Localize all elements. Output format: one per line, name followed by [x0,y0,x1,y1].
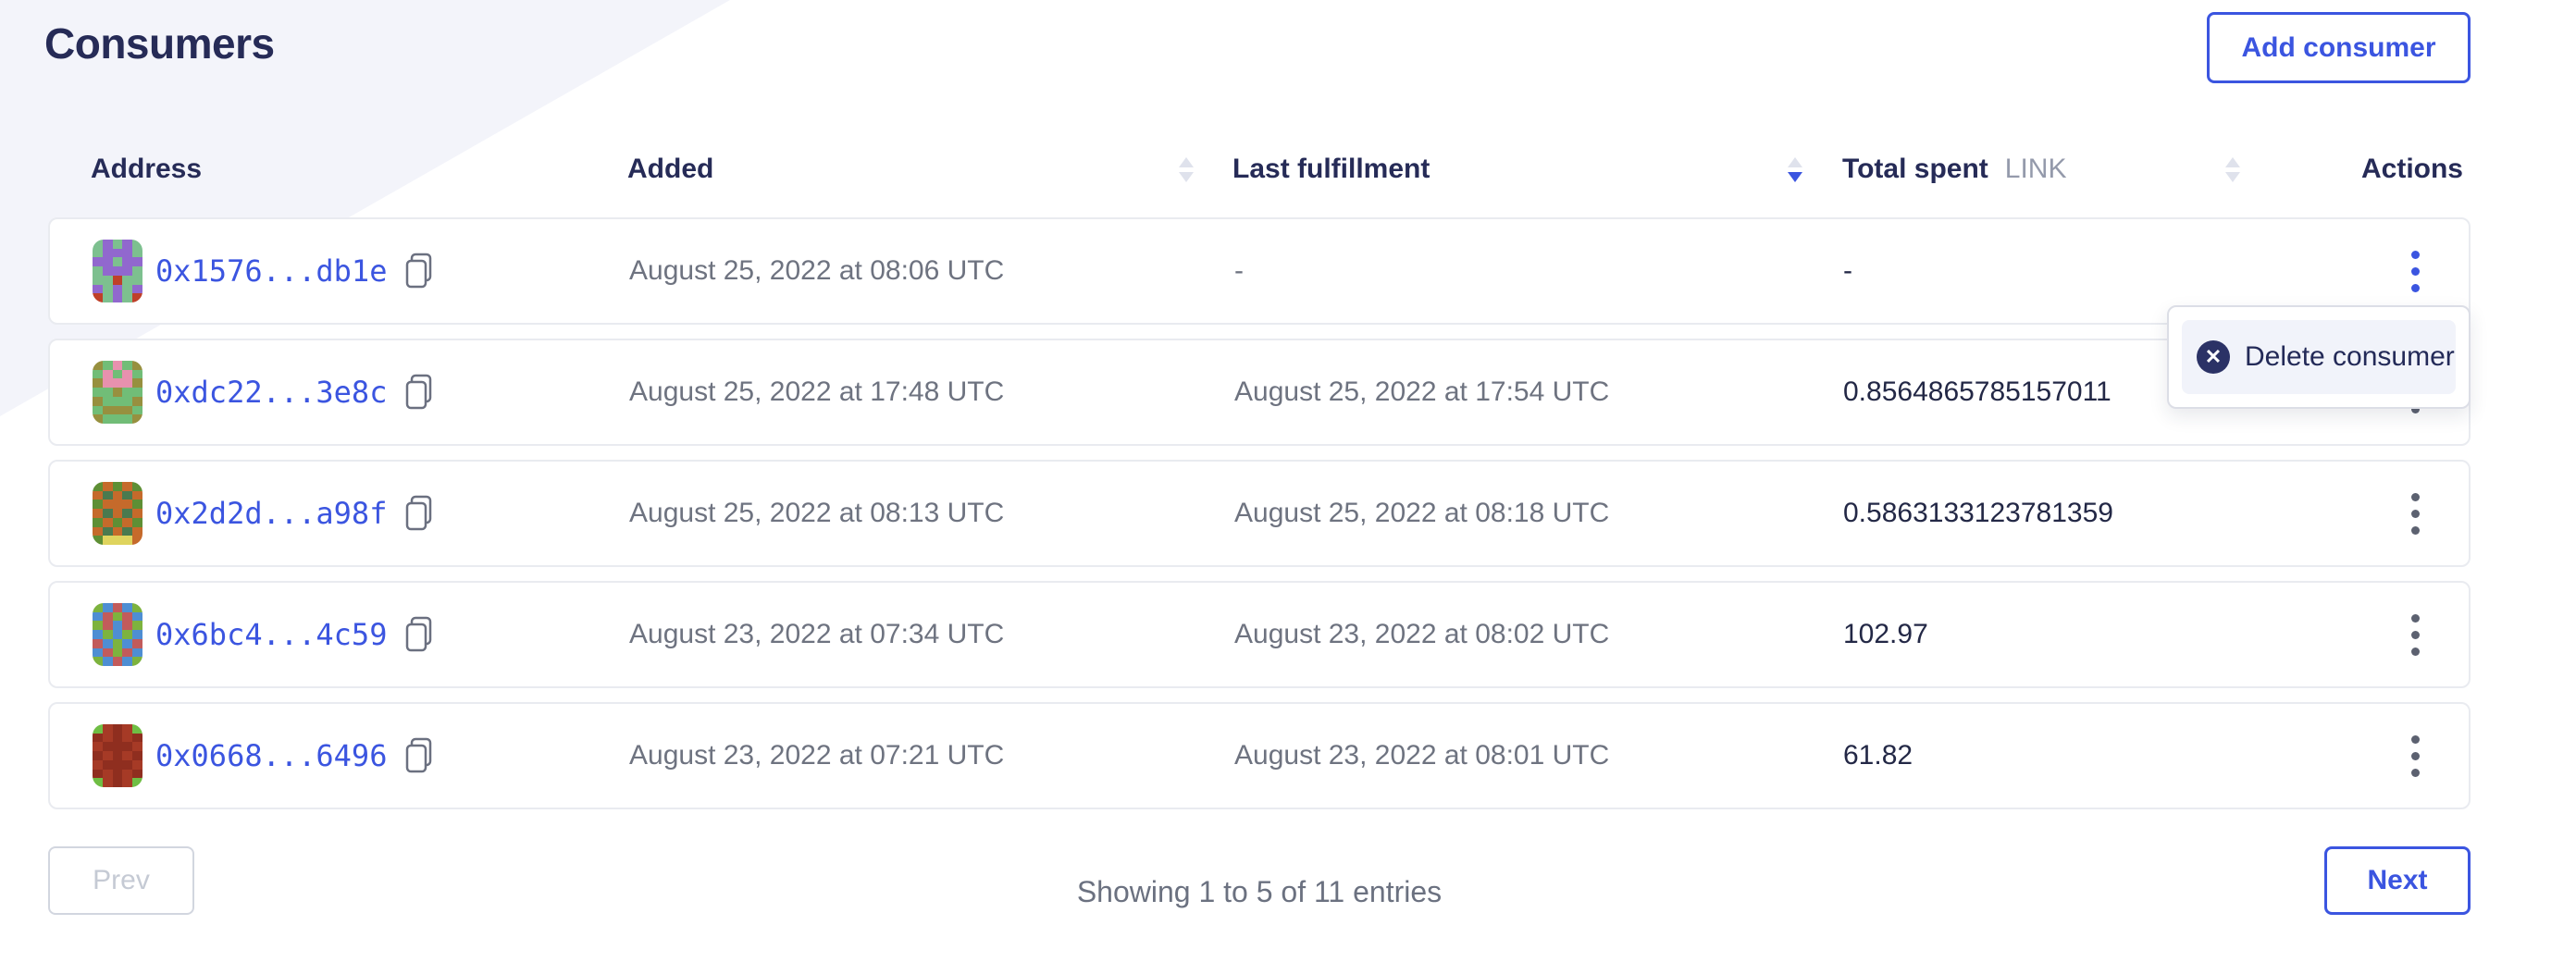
table-row: 0x2d2d...a98f August 25, 2022 at 08:13 U… [48,460,2471,567]
add-consumer-button[interactable]: Add consumer [2207,12,2471,83]
prev-page-button[interactable]: Prev [48,846,194,915]
added-cell: August 25, 2022 at 17:48 UTC [629,376,1005,407]
address-link[interactable]: 0x0668...6496 [155,738,388,773]
delete-consumer-label: Delete consumer [2245,341,2455,372]
column-header-last-fulfillment[interactable]: Last fulfillment [1232,154,1430,184]
copy-icon[interactable] [403,615,435,654]
table-header: Address Added Last fulfillment Total spe… [48,130,2471,209]
actions-cell [2361,722,2469,789]
address-cell: 0x0668...6496 [93,724,629,787]
identicon-avatar [93,724,142,787]
added-cell: August 25, 2022 at 08:13 UTC [629,498,1005,528]
column-header-address: Address [91,154,203,184]
total-spent-cell: 0.5863133123781359 [1843,498,2113,528]
column-header-total-spent[interactable]: Total spent LINK [1842,130,2066,209]
total-spent-cell: - [1843,255,1852,286]
x-circle-icon: ✕ [2197,340,2230,374]
address-cell: 0x1576...db1e [93,240,629,302]
table-row: 0x0668...6496 August 23, 2022 at 07:21 U… [48,702,2471,809]
copy-icon[interactable] [403,373,435,412]
column-header-added[interactable]: Added [627,154,714,184]
address-cell: 0x6bc4...4c59 [93,603,629,666]
row-actions-menu-button[interactable] [2393,722,2437,789]
sort-icon-last-fulfillment[interactable] [1787,152,1803,187]
copy-icon[interactable] [403,252,435,290]
row-actions-menu-button[interactable] [2393,601,2437,668]
last-fulfillment-cell: - [1234,255,1244,286]
identicon-avatar [93,482,142,545]
last-fulfillment-cell: August 25, 2022 at 08:18 UTC [1234,498,1610,528]
address-link[interactable]: 0x2d2d...a98f [155,496,388,531]
address-cell: 0xdc22...3e8c [93,361,629,424]
last-fulfillment-cell: August 23, 2022 at 08:02 UTC [1234,619,1610,649]
last-fulfillment-cell: August 23, 2022 at 08:01 UTC [1234,740,1610,771]
identicon-avatar [93,361,142,424]
sort-icon-total-spent[interactable] [2224,152,2241,187]
row-context-menu: ✕ Delete consumer [2167,305,2471,409]
row-actions-menu-button[interactable] [2393,480,2437,547]
total-spent-cell: 61.82 [1843,740,1913,771]
next-page-button[interactable]: Next [2324,846,2471,915]
total-spent-cell: 0.8564865785157011 [1843,376,2112,407]
table-row: 0xdc22...3e8c August 25, 2022 at 17:48 U… [48,339,2471,446]
address-cell: 0x2d2d...a98f [93,482,629,545]
consumers-table-body: 0x1576...db1e August 25, 2022 at 08:06 U… [48,217,2471,823]
column-header-actions: Actions [2360,154,2463,184]
row-actions-menu-button[interactable] [2393,238,2437,304]
pagination-summary: Showing 1 to 5 of 11 entries [1076,875,1443,908]
total-spent-label: Total spent [1842,154,1988,184]
identicon-avatar [93,240,142,302]
sort-icon-added[interactable] [1178,152,1195,187]
actions-cell [2361,601,2469,668]
copy-icon[interactable] [403,494,435,533]
identicon-avatar [93,603,142,666]
address-link[interactable]: 0xdc22...3e8c [155,375,388,410]
delete-consumer-menu-item[interactable]: ✕ Delete consumer [2182,320,2456,394]
table-row: 0x6bc4...4c59 August 23, 2022 at 07:34 U… [48,581,2471,688]
address-link[interactable]: 0x6bc4...4c59 [155,617,388,652]
actions-cell [2361,238,2469,304]
copy-icon[interactable] [403,736,435,775]
last-fulfillment-cell: August 25, 2022 at 17:54 UTC [1234,376,1610,407]
page-title: Consumers [44,19,275,68]
added-cell: August 25, 2022 at 08:06 UTC [629,255,1005,286]
added-cell: August 23, 2022 at 07:21 UTC [629,740,1005,771]
table-row: 0x1576...db1e August 25, 2022 at 08:06 U… [48,217,2471,325]
actions-cell [2361,480,2469,547]
total-spent-cell: 102.97 [1843,619,1928,649]
added-cell: August 23, 2022 at 07:34 UTC [629,619,1005,649]
address-link[interactable]: 0x1576...db1e [155,253,388,289]
link-unit-label: LINK [2004,154,2067,184]
